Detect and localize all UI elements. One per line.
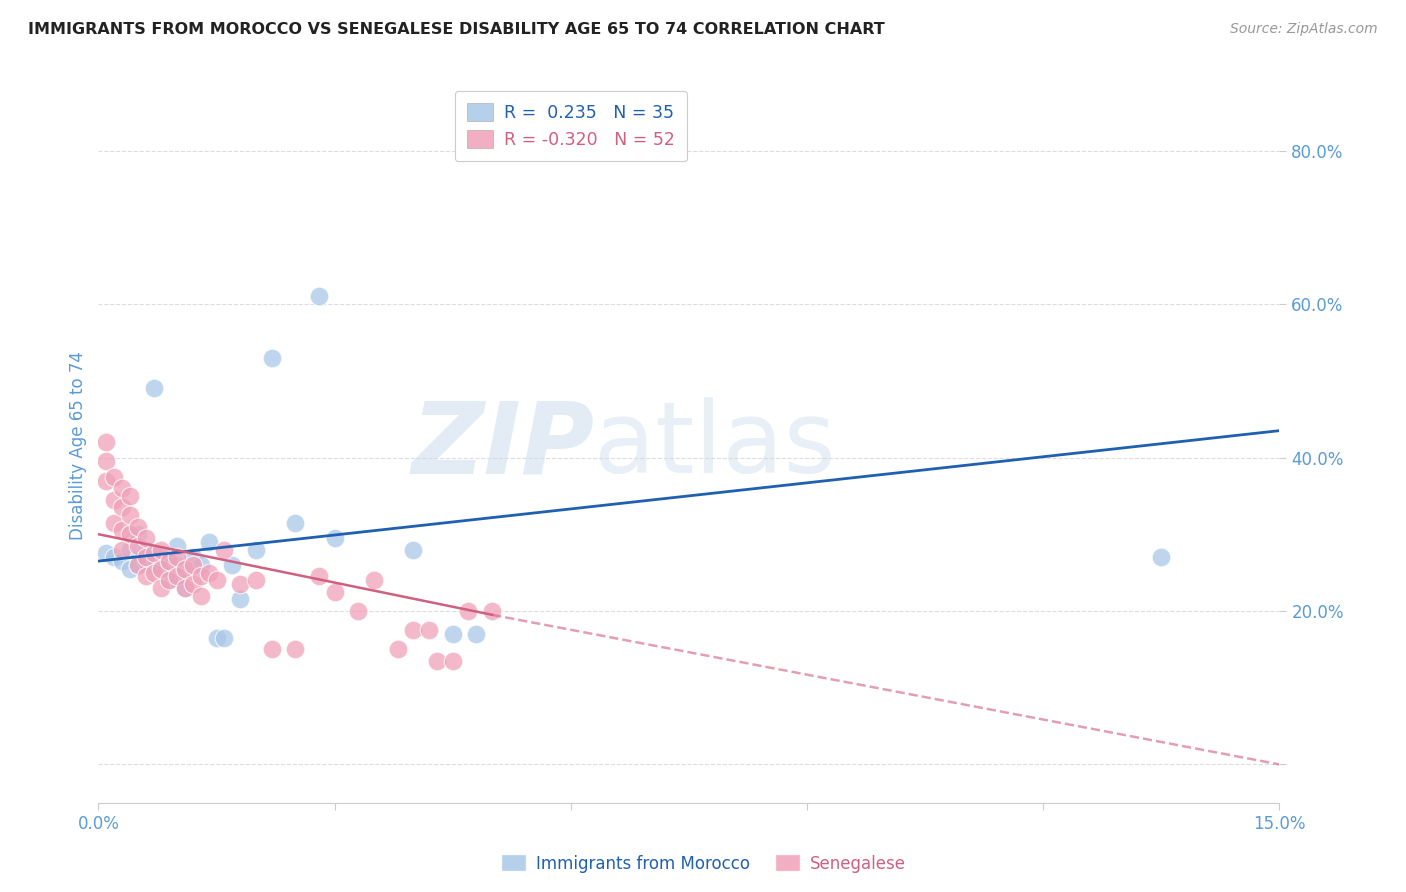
Point (135, 569, 157, 583)
Point (150, 542, 173, 557)
Point (111, 524, 134, 538)
Point (174, 566, 197, 580)
Point (441, 627, 464, 641)
Text: ZIP: ZIP (412, 398, 595, 494)
Point (457, 604, 479, 618)
Y-axis label: Disability Age 65 to 74: Disability Age 65 to 74 (69, 351, 87, 541)
Point (103, 550, 125, 565)
Point (142, 381, 165, 395)
Point (229, 577, 252, 591)
Point (142, 566, 165, 580)
Point (157, 574, 180, 588)
Point (1150, 550, 1173, 565)
Point (150, 562, 173, 576)
Point (441, 654, 464, 668)
Point (118, 508, 141, 522)
Point (205, 574, 228, 588)
Legend: Immigrants from Morocco, Senegalese: Immigrants from Morocco, Senegalese (494, 847, 912, 880)
Point (118, 527, 141, 541)
Point (174, 581, 197, 595)
Point (284, 642, 307, 657)
Point (157, 574, 180, 588)
Text: Source: ZipAtlas.com: Source: ZipAtlas.com (1230, 22, 1378, 37)
Point (181, 577, 204, 591)
Point (221, 558, 243, 572)
Point (214, 542, 236, 557)
Legend: R =  0.235   N = 35, R = -0.320   N = 52: R = 0.235 N = 35, R = -0.320 N = 52 (456, 91, 686, 161)
Point (157, 554, 180, 568)
Point (142, 546, 165, 560)
Point (135, 554, 157, 568)
Point (166, 539, 188, 553)
Point (347, 604, 370, 618)
Point (111, 554, 134, 568)
Point (174, 562, 197, 576)
Point (181, 550, 204, 565)
Point (166, 558, 188, 572)
Point (118, 562, 141, 576)
Point (481, 604, 503, 618)
Point (181, 558, 204, 572)
Point (166, 569, 188, 583)
Point (245, 574, 267, 588)
Point (426, 654, 449, 668)
Point (197, 566, 219, 580)
Point (284, 516, 307, 530)
Point (96, 474, 118, 488)
Point (127, 527, 149, 541)
Point (214, 631, 236, 645)
Point (96, 454, 118, 468)
Point (135, 531, 157, 545)
Point (260, 351, 283, 365)
Point (96, 546, 118, 560)
Point (229, 592, 252, 607)
Point (323, 584, 346, 599)
Point (118, 489, 141, 503)
Point (308, 289, 330, 303)
Point (197, 535, 219, 549)
Point (103, 516, 125, 530)
Point (402, 623, 425, 637)
Point (260, 642, 283, 657)
Point (127, 558, 149, 572)
Point (127, 558, 149, 572)
Point (111, 500, 134, 515)
Point (387, 642, 409, 657)
Point (103, 469, 125, 483)
Point (190, 589, 212, 603)
Point (150, 550, 173, 565)
Point (190, 569, 212, 583)
Point (142, 558, 165, 572)
Point (245, 542, 267, 557)
Point (103, 492, 125, 507)
Point (111, 481, 134, 495)
Point (150, 562, 173, 576)
Point (465, 627, 488, 641)
Text: IMMIGRANTS FROM MOROCCO VS SENEGALESE DISABILITY AGE 65 TO 74 CORRELATION CHART: IMMIGRANTS FROM MOROCCO VS SENEGALESE DI… (28, 22, 884, 37)
Point (135, 550, 157, 565)
Point (150, 581, 173, 595)
Point (174, 581, 197, 595)
Point (127, 539, 149, 553)
Point (190, 558, 212, 572)
Point (205, 631, 228, 645)
Point (418, 623, 440, 637)
Point (323, 531, 346, 545)
Point (135, 542, 157, 557)
Point (363, 574, 385, 588)
Point (96, 435, 118, 450)
Point (308, 569, 330, 583)
Point (157, 554, 180, 568)
Point (111, 542, 134, 557)
Point (118, 542, 141, 557)
Point (402, 542, 425, 557)
Point (166, 550, 188, 565)
Text: atlas: atlas (595, 398, 837, 494)
Point (127, 519, 149, 533)
